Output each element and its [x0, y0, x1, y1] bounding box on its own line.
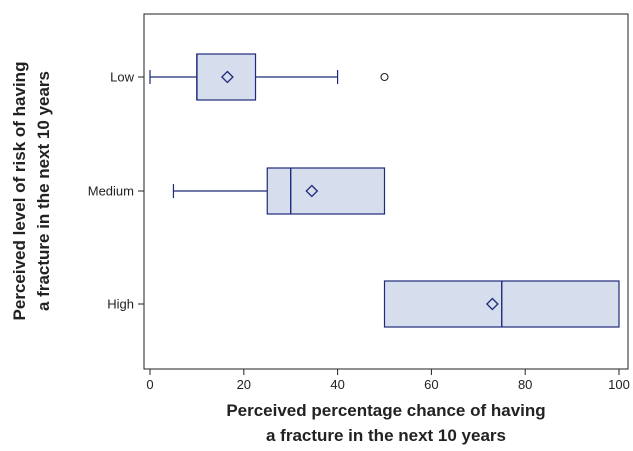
box-group-high	[385, 281, 620, 327]
box-group-medium	[173, 168, 384, 214]
outlier-point-low-0	[381, 74, 388, 81]
x-tick-label-60: 60	[424, 377, 438, 392]
y-axis-title-line-2: a fracture in the next 10 years	[34, 71, 53, 311]
x-tick-label-20: 20	[237, 377, 251, 392]
box-group-low	[150, 54, 388, 100]
y-tick-label-medium: Medium	[88, 184, 134, 199]
x-tick-label-80: 80	[518, 377, 532, 392]
x-tick-label-40: 40	[330, 377, 344, 392]
x-axis-title-line-2: a fracture in the next 10 years	[266, 426, 506, 445]
chart-marks	[150, 54, 619, 327]
x-axis-title-line-1: Perceived percentage chance of having	[226, 401, 545, 420]
y-axis-title-line-1: Perceived level of risk of having	[10, 62, 29, 321]
y-axis: Low Medium High	[88, 70, 144, 312]
y-tick-label-high: High	[107, 297, 134, 312]
x-axis: 0 20 40 60 80 100	[146, 369, 629, 392]
y-tick-label-low: Low	[110, 70, 134, 85]
box-medium	[267, 168, 384, 214]
x-tick-label-0: 0	[146, 377, 153, 392]
x-tick-label-100: 100	[608, 377, 630, 392]
box-low	[197, 54, 256, 100]
